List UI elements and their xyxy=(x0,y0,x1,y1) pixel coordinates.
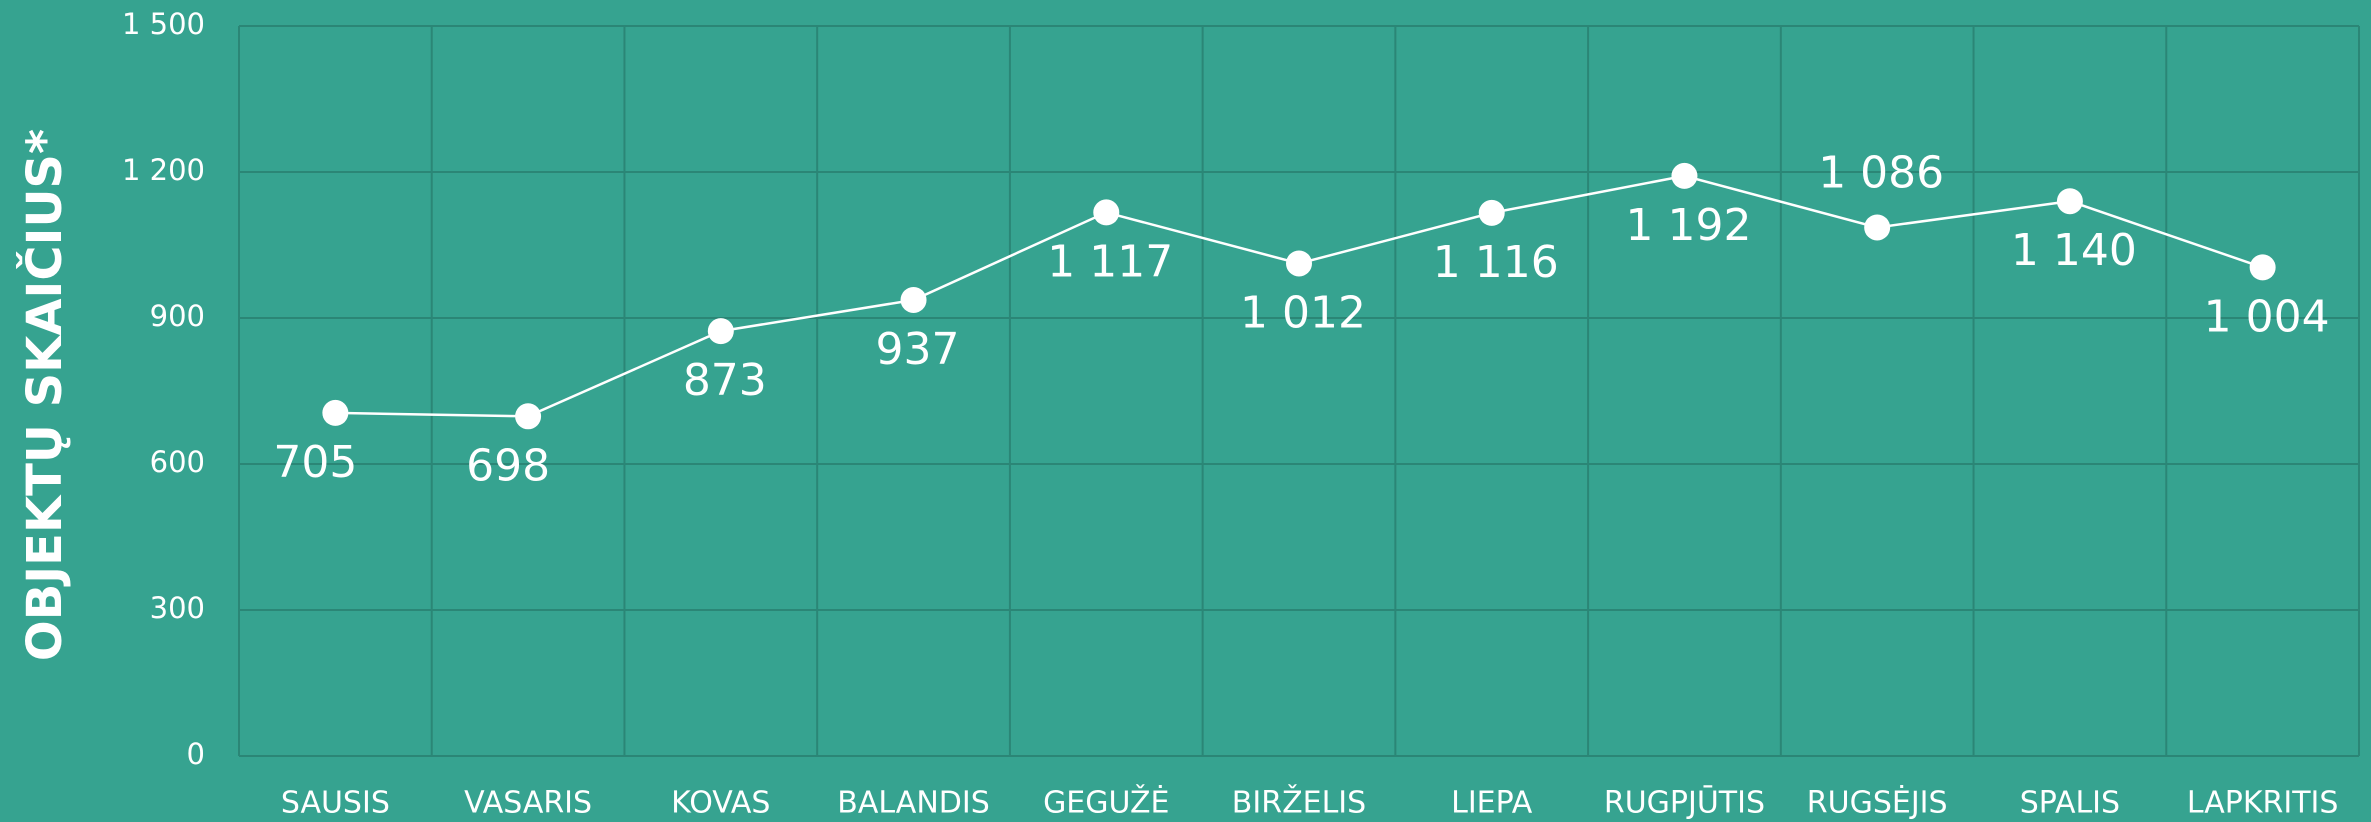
x-tick-label: SAUSIS xyxy=(281,786,390,821)
data-label: 873 xyxy=(683,355,767,406)
x-tick-label: SPALIS xyxy=(2020,786,2120,821)
marker xyxy=(1671,162,1698,189)
data-label: 937 xyxy=(876,324,960,375)
x-tick-label: BALANDIS xyxy=(837,786,989,821)
marker xyxy=(1478,199,1505,226)
data-label: 1 192 xyxy=(1625,200,1751,251)
x-tick-label: VASARIS xyxy=(464,786,592,821)
marker xyxy=(900,286,927,313)
marker xyxy=(322,399,349,426)
data-label: 1 117 xyxy=(1047,236,1173,287)
x-tick-label: RUGSĖJIS xyxy=(1807,785,1948,821)
marker xyxy=(2056,188,2083,215)
data-label: 698 xyxy=(466,440,550,491)
data-label: 705 xyxy=(273,437,357,488)
x-tick-label: LIEPA xyxy=(1451,786,1533,821)
x-tick-label: BIRŽELIS xyxy=(1232,785,1366,821)
y-tick-label: 1 500 xyxy=(122,7,205,41)
marker xyxy=(1864,214,1891,241)
marker xyxy=(707,318,734,345)
x-tick-label: KOVAS xyxy=(671,786,770,821)
x-tick-label: RUGPJŪTIS xyxy=(1604,785,1765,821)
y-tick-label: 300 xyxy=(150,591,205,625)
marker xyxy=(515,403,542,430)
y-tick-label: 0 xyxy=(187,737,205,771)
y-tick-label: 600 xyxy=(150,445,205,479)
data-label: 1 012 xyxy=(1240,287,1366,338)
y-tick-label: 900 xyxy=(150,299,205,333)
data-label: 1 086 xyxy=(1818,147,1944,198)
y-axis-title: OBJEKTŲ SKAIČIUS* xyxy=(16,129,73,661)
marker xyxy=(1093,199,1120,226)
x-tick-label: GEGUŽĖ xyxy=(1043,785,1169,821)
data-label: 1 004 xyxy=(2204,291,2330,342)
data-label: 1 140 xyxy=(2011,225,2137,276)
marker xyxy=(1286,250,1312,277)
x-tick-label: LAPKRITIS xyxy=(2187,786,2339,821)
y-tick-label: 1 200 xyxy=(122,153,205,187)
marker xyxy=(2249,254,2276,281)
data-label: 1 116 xyxy=(1433,237,1559,288)
